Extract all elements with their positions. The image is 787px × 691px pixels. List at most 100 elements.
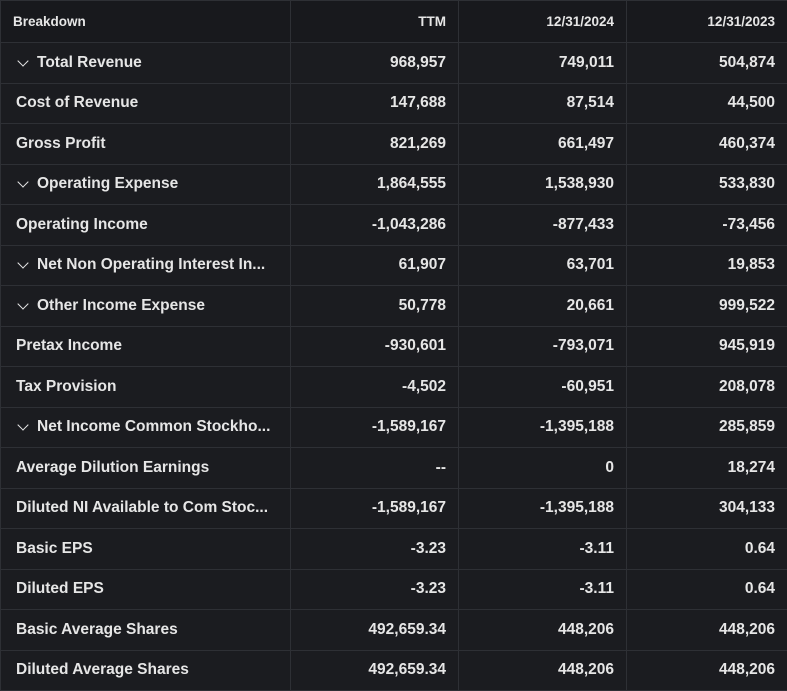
row-label[interactable]: Net Non Operating Interest In... <box>37 256 266 274</box>
value-cell: 821,269 <box>291 124 459 165</box>
value: 533,830 <box>718 175 775 193</box>
value-cell: -3.11 <box>459 569 627 610</box>
value: 61,907 <box>398 256 446 274</box>
value-cell: -3.23 <box>291 569 459 610</box>
value: 492,659.34 <box>368 661 446 679</box>
value-cell: -60,951 <box>459 367 627 408</box>
value-cell: 0.64 <box>627 569 787 610</box>
value-cell: 0 <box>459 448 627 489</box>
value-cell: 945,919 <box>627 326 787 367</box>
value: 1,538,930 <box>545 175 614 193</box>
value: 999,522 <box>718 296 775 314</box>
value-cell: -1,043,286 <box>291 205 459 246</box>
value-cell: -3.11 <box>459 529 627 570</box>
expand-chevron[interactable] <box>17 257 29 269</box>
header-cell: Breakdown <box>1 1 291 43</box>
value-cell: 147,688 <box>291 83 459 124</box>
row-label-cell[interactable]: Net Non Operating Interest In... <box>1 245 291 286</box>
value: 44,500 <box>727 94 775 112</box>
value-cell: 460,374 <box>627 124 787 165</box>
row-label[interactable]: Other Income Expense <box>37 296 205 314</box>
value-cell: -1,395,188 <box>459 488 627 529</box>
value: -4,502 <box>402 377 446 395</box>
value: -1,589,167 <box>371 499 446 517</box>
value-cell: 492,659.34 <box>291 610 459 651</box>
value: 1,864,555 <box>377 175 446 193</box>
value: 63,701 <box>566 256 614 274</box>
value-cell: 0.64 <box>627 529 787 570</box>
row-label: Average Dilution Earnings <box>16 458 210 476</box>
value: -3.23 <box>410 580 446 598</box>
value: 661,497 <box>557 134 614 152</box>
row-label: Operating Income <box>16 215 148 233</box>
row-label-cell: Pretax Income <box>1 326 291 367</box>
value: -1,395,188 <box>539 499 614 517</box>
row-label-cell: Average Dilution Earnings <box>1 448 291 489</box>
value: 20,661 <box>566 296 614 314</box>
value: 749,011 <box>558 53 614 71</box>
value: -- <box>435 458 446 476</box>
value-cell: 61,907 <box>291 245 459 286</box>
row-label-cell: Gross Profit <box>1 124 291 165</box>
value-cell: 208,078 <box>627 367 787 408</box>
row-label-cell: Diluted EPS <box>1 569 291 610</box>
value-cell: 968,957 <box>291 43 459 84</box>
row-label: Diluted EPS <box>16 580 104 598</box>
value: 50,778 <box>398 296 446 314</box>
value: -3.11 <box>579 580 614 598</box>
value: -930,601 <box>384 337 446 355</box>
row-label: Diluted NI Available to Com Stoc... <box>16 499 269 517</box>
header-text: 12/31/2024 <box>546 14 614 29</box>
header-cell: 12/31/2024 <box>459 1 627 43</box>
expand-chevron[interactable] <box>17 176 29 188</box>
row-label: Basic EPS <box>16 539 93 557</box>
header-cell: TTM <box>291 1 459 43</box>
header-text: TTM <box>418 14 446 29</box>
expand-chevron[interactable] <box>17 419 29 431</box>
row-label-cell: Cost of Revenue <box>1 83 291 124</box>
value-cell: 492,659.34 <box>291 650 459 691</box>
value: -793,071 <box>552 337 614 355</box>
row-label[interactable]: Net Income Common Stockho... <box>37 418 271 436</box>
expand-chevron[interactable] <box>17 298 29 310</box>
value-cell: -73,456 <box>627 205 787 246</box>
value-cell: -1,395,188 <box>459 407 627 448</box>
value: 285,859 <box>718 418 775 436</box>
expand-chevron[interactable] <box>17 55 29 67</box>
value: 87,514 <box>566 94 614 112</box>
row-label-cell[interactable]: Net Income Common Stockho... <box>1 407 291 448</box>
value-cell: 19,853 <box>627 245 787 286</box>
value: -60,951 <box>561 377 614 395</box>
value-cell: -793,071 <box>459 326 627 367</box>
row-label-cell: Basic Average Shares <box>1 610 291 651</box>
row-label-cell[interactable]: Operating Expense <box>1 164 291 205</box>
row-label: Basic Average Shares <box>16 620 178 638</box>
row-label-cell[interactable]: Total Revenue <box>1 43 291 84</box>
value: 945,919 <box>718 337 775 355</box>
value: 448,206 <box>718 661 775 679</box>
value: 821,269 <box>389 134 446 152</box>
value-cell: 18,274 <box>627 448 787 489</box>
value: 968,957 <box>389 53 446 71</box>
value-cell: 448,206 <box>459 610 627 651</box>
row-label-cell: Basic EPS <box>1 529 291 570</box>
value-cell: 44,500 <box>627 83 787 124</box>
row-label-cell: Operating Income <box>1 205 291 246</box>
value: 492,659.34 <box>368 620 446 638</box>
row-label[interactable]: Operating Expense <box>37 175 179 193</box>
value: -877,433 <box>552 215 614 233</box>
value-cell: -1,589,167 <box>291 407 459 448</box>
row-label-cell[interactable]: Other Income Expense <box>1 286 291 327</box>
row-label: Cost of Revenue <box>16 94 139 112</box>
value: -73,456 <box>722 215 775 233</box>
row-label: Tax Provision <box>16 377 117 395</box>
value-cell: 533,830 <box>627 164 787 205</box>
row-label[interactable]: Total Revenue <box>37 53 142 71</box>
row-label: Diluted Average Shares <box>16 661 189 679</box>
value-cell: 20,661 <box>459 286 627 327</box>
value: 208,078 <box>718 377 775 395</box>
value: 448,206 <box>557 620 614 638</box>
value: 504,874 <box>718 53 775 71</box>
value-cell: 304,133 <box>627 488 787 529</box>
